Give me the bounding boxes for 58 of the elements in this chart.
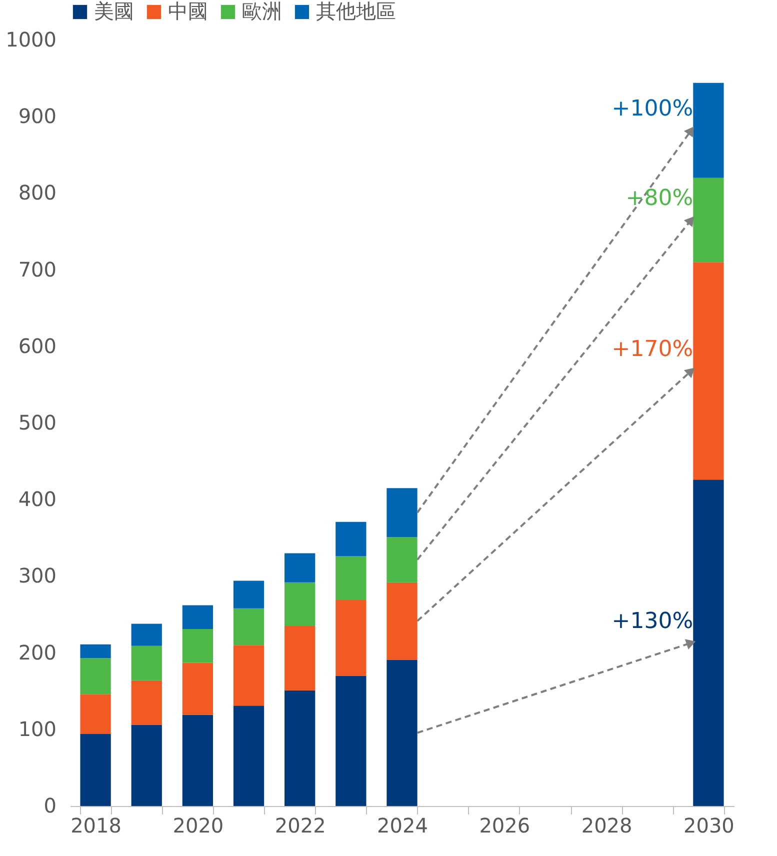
- bar: [182, 605, 214, 630]
- bar: [182, 629, 214, 663]
- bar: [693, 262, 724, 480]
- bar: [233, 608, 264, 646]
- bar: [80, 734, 111, 806]
- bar: [336, 522, 366, 556]
- y-tick-label: 100: [18, 716, 56, 741]
- bar: [336, 676, 366, 806]
- bar: [233, 706, 264, 806]
- annotation: +130%: [612, 608, 694, 634]
- bar: [693, 178, 724, 262]
- bar: [233, 580, 264, 608]
- bar: [284, 553, 316, 582]
- x-tick-label: 2018: [70, 814, 122, 838]
- annotation: +170%: [612, 336, 694, 362]
- annotation: +80%: [626, 186, 694, 212]
- bar: [80, 644, 111, 658]
- bar: [131, 724, 162, 806]
- y-tick-label: 200: [18, 640, 56, 664]
- bar: [336, 600, 366, 676]
- bar: [131, 680, 162, 725]
- y-tick-label: 600: [18, 334, 56, 358]
- y-tick-label: 700: [18, 257, 56, 282]
- bar: [80, 694, 111, 734]
- x-tick-label: 2024: [377, 814, 428, 838]
- x-tick-label: 2030: [684, 814, 734, 838]
- x-tick-label: 2020: [172, 814, 224, 838]
- legend-label: 其他地區: [316, 0, 396, 23]
- y-tick-label: 0: [44, 794, 56, 818]
- bar: [284, 690, 316, 806]
- annotation: +100%: [612, 96, 694, 122]
- y-tick-label: 300: [18, 564, 56, 588]
- bar: [693, 480, 724, 806]
- bar: [284, 626, 316, 690]
- bar: [386, 537, 418, 582]
- x-tick-label: 2028: [581, 814, 632, 838]
- legend-label: 中國: [168, 0, 208, 23]
- y-tick-label: 400: [18, 487, 56, 512]
- bar: [80, 658, 111, 694]
- bar: [386, 660, 418, 806]
- y-tick-label: 800: [18, 180, 56, 205]
- x-tick-label: 2022: [274, 814, 326, 838]
- bar: [386, 488, 418, 538]
- y-tick-label: 1000: [6, 28, 56, 52]
- bar: [284, 582, 316, 626]
- legend-label: 美國: [94, 0, 134, 23]
- x-tick-label: 2026: [479, 814, 530, 838]
- bar: [182, 662, 214, 715]
- bar: [131, 646, 162, 680]
- y-tick-label: 900: [18, 104, 56, 128]
- bar: [131, 624, 162, 646]
- bar: [336, 556, 366, 600]
- y-tick-label: 500: [18, 410, 56, 434]
- legend-label: 歐洲: [242, 0, 282, 23]
- bar: [182, 714, 214, 806]
- bar: [233, 645, 264, 706]
- bar: [386, 582, 418, 660]
- bar: [693, 82, 724, 178]
